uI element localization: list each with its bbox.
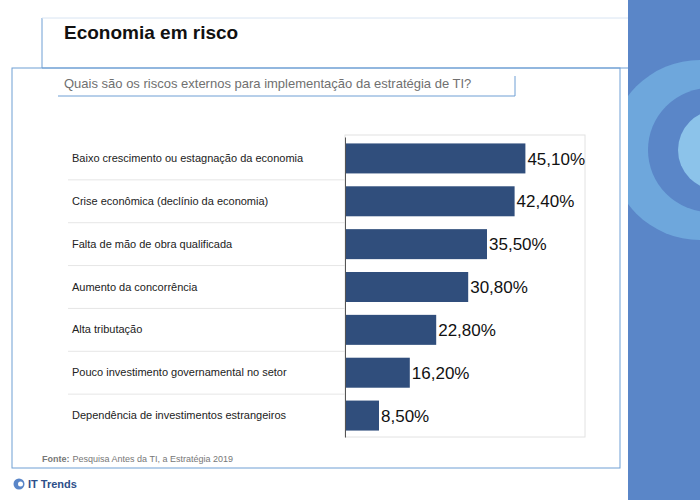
data-label: 30,80%: [470, 278, 528, 297]
row-separator: [68, 179, 345, 180]
category-label: Falta de mão de obra qualificada: [72, 238, 233, 250]
tick: Pouco investimento governamental no seto…: [72, 366, 345, 378]
row-separators: [68, 180, 345, 394]
category-label: Pouco investimento governamental no seto…: [72, 366, 287, 378]
data-label: 16,20%: [412, 364, 470, 383]
bar: [345, 272, 468, 302]
title-frame: [42, 18, 628, 68]
row-separator: [68, 394, 345, 395]
data-label: 8,50%: [381, 407, 429, 426]
title-frame: [42, 18, 628, 19]
bar: [345, 229, 487, 259]
data-label: 42,40%: [517, 192, 575, 211]
data-labels: 45,10% 42,40% 35,50% 30,80% 22,80% 16,20% 8,50…: [381, 150, 585, 426]
data-label: 45,10%: [527, 150, 585, 169]
category-label: Baixo crescimento ou estagnação da econo…: [72, 152, 304, 164]
side-panel: [628, 0, 700, 500]
brand-text: IT Trends: [28, 478, 77, 490]
brand-icon: [18, 482, 23, 487]
side-panel-swirl: [628, 60, 700, 240]
tick: Baixo crescimento ou estagnação da econo…: [72, 152, 345, 164]
bar: [345, 315, 436, 345]
axis-line: [345, 138, 346, 438]
tick: Alta tributação: [72, 323, 345, 335]
tick: Dependência de investimentos estrangeiro…: [72, 409, 345, 421]
content-frame: [12, 68, 620, 468]
side-panel-swirl: [678, 110, 700, 190]
bar: [345, 401, 379, 431]
tick: Falta de mão de obra qualificada: [72, 238, 345, 250]
tick: Aumento da concorrência: [72, 281, 345, 293]
bar: [345, 358, 410, 388]
category-label: Alta tributação: [72, 323, 142, 335]
category-label: Dependência de investimentos estrangeiro…: [72, 409, 287, 421]
side-panel-swirl: [648, 88, 700, 212]
bar: [345, 186, 515, 216]
row-separator: [68, 308, 345, 309]
subtitle-frame: [58, 76, 515, 96]
tick: Crise econômica (declínio da economia): [72, 195, 345, 207]
brand-icon: [14, 479, 25, 490]
source-label: Fonte:: [42, 454, 70, 464]
category-axis: Baixo crescimento ou estagnação da econo…: [72, 138, 346, 438]
row-separator: [68, 222, 345, 223]
data-label: 35,50%: [489, 235, 547, 254]
category-label: Crise econômica (declínio da economia): [72, 195, 268, 207]
bar: [345, 143, 525, 173]
title: Economia em risco: [64, 22, 238, 43]
row-separator: [68, 265, 345, 266]
brand: IT Trends: [14, 478, 77, 490]
category-label: Aumento da concorrência: [72, 281, 198, 293]
source: Fonte:Pesquisa Antes da TI, a Estratégia…: [42, 454, 233, 464]
data-label: 22,80%: [438, 321, 496, 340]
row-separator: [68, 351, 345, 352]
subtitle: Quais são os riscos externos para implem…: [64, 76, 471, 91]
chart-canvas: Economia em risco Quais são os riscos ext…: [0, 0, 700, 500]
source-text: Pesquisa Antes da TI, a Estratégia 2019: [73, 454, 233, 464]
plot-frame: [345, 135, 585, 437]
